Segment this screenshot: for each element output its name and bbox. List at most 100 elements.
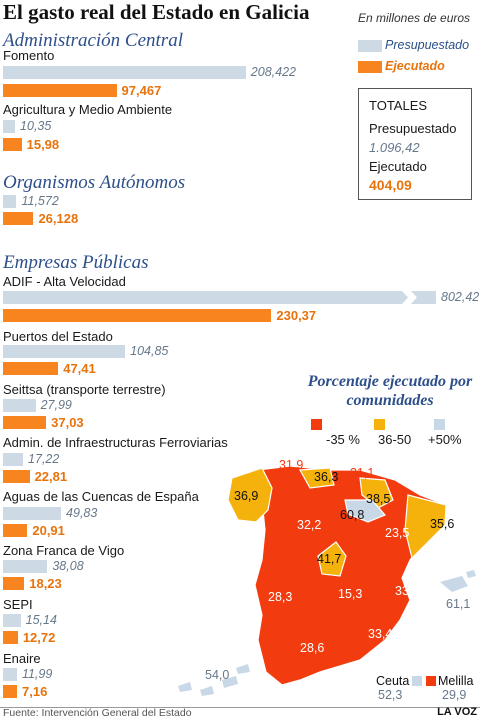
- bar-label: Seittsa (transporte terrestre): [3, 382, 166, 397]
- map-value-catalu-a: 35,6: [430, 517, 455, 531]
- map-region-madrid: [317, 541, 347, 577]
- map-region-cantabria: [299, 467, 335, 489]
- totals-ejec-value: 404,09: [369, 177, 412, 193]
- bar-ejecutado: [3, 470, 30, 483]
- legend-label-presupuestado: Presupuestado: [385, 38, 470, 52]
- bar-presupuestado: [3, 507, 62, 520]
- value-presupuestado: 17,22: [28, 452, 60, 466]
- map-region-canarias-3: [222, 676, 238, 688]
- bar-label: Enaire: [3, 651, 41, 666]
- value-presupuestado: 11,99: [21, 667, 53, 681]
- bar-label: Puertos del Estado: [3, 329, 113, 344]
- melilla-swatch: [426, 676, 436, 686]
- map-legend-swatch-red: [311, 419, 322, 430]
- value-ejecutado: 7,16: [22, 684, 48, 699]
- value-ejecutado: 12,72: [22, 630, 56, 645]
- legend-swatch-ejecutado: [358, 61, 382, 73]
- value-ejecutado: 47,41: [63, 361, 96, 376]
- value-presupuestado: 104,85: [130, 344, 169, 358]
- bar-label: Fomento: [3, 48, 55, 63]
- bar-presupuestado-tail: [411, 291, 436, 304]
- value-ejecutado: 22,81: [34, 469, 68, 484]
- value-presupuestado: 208,422: [250, 65, 296, 79]
- section-title: Empresas Públicas: [3, 252, 149, 273]
- value-ejecutado: 18,23: [29, 576, 62, 591]
- spain-map: [178, 465, 476, 696]
- map-value-canarias: 54,0: [205, 668, 230, 682]
- value-presupuestado: 802,42: [441, 290, 480, 304]
- map-value-melilla: Melilla 29,9: [438, 674, 473, 702]
- brand-logo: LA VOZ: [437, 706, 477, 718]
- bar-ejecutado: [3, 309, 272, 322]
- bar-presupuestado: [3, 668, 17, 681]
- map-value-extremadura: 28,3: [268, 590, 293, 604]
- ceuta-name: Ceuta: [376, 674, 410, 688]
- ceuta-swatch: [412, 676, 422, 686]
- bar-presupuestado: [3, 345, 126, 358]
- units-note: En millones de euros: [358, 11, 471, 25]
- map-region-rioja: [344, 499, 386, 523]
- bar-presupuestado: [3, 291, 408, 304]
- value-ejecutado: 26,128: [38, 211, 79, 226]
- totals-pres-value: 1.096,42: [369, 140, 420, 155]
- bar-ejecutado: [3, 577, 25, 590]
- section-title: Administración Central: [3, 30, 183, 51]
- map-value-murcia: 33,4: [368, 627, 393, 641]
- bar-label: Agricultura y Medio Ambiente: [3, 102, 173, 117]
- bar-label: Aguas de las Cuencas de España: [3, 489, 199, 504]
- map-value-pa-s-vasco: 31,1: [350, 466, 375, 480]
- map-value-comunidad-valenciana: 33,4: [395, 584, 420, 598]
- melilla-name: Melilla: [438, 674, 474, 688]
- map-value-la-rioja: 60,8: [340, 508, 365, 522]
- bar-ejecutado: [3, 212, 34, 225]
- totals-ejec-label: Ejecutado: [369, 159, 427, 174]
- totals-heading: TOTALES: [369, 98, 428, 113]
- map-value-galicia: 36,9: [234, 489, 259, 503]
- value-presupuestado: 10,35: [20, 119, 52, 133]
- map-legend-yellow: 36-50: [378, 432, 412, 447]
- value-presupuestado: 38,08: [52, 559, 84, 573]
- bar-label: Zona Franca de Vigo: [3, 543, 125, 558]
- bar-presupuestado: [3, 66, 246, 79]
- section-title: Organismos Autónomos: [3, 172, 186, 193]
- map-region-canarias-4: [236, 664, 250, 674]
- bar-presupuestado: [3, 560, 48, 573]
- map-region-galicia: [227, 467, 273, 523]
- map-region-baleares: [440, 576, 468, 592]
- footer-divider: [0, 707, 480, 708]
- map-region-canarias-2: [200, 686, 214, 696]
- chart-title: El gasto real del Estado en Galicia: [3, 0, 310, 24]
- legend-swatch-presupuestado: [358, 40, 382, 52]
- totals-pres-label: Presupuestado: [369, 121, 457, 136]
- value-presupuestado: 11,572: [21, 194, 59, 208]
- value-ejecutado: 230,37: [276, 308, 317, 323]
- legend-label-ejecutado: Ejecutado: [385, 59, 445, 73]
- map-value-baleares: 61,1: [446, 597, 471, 611]
- map-value-asturias: 31,9: [279, 458, 304, 472]
- bar-presupuestado: [3, 453, 24, 466]
- bar-label: ADIF - Alta Velocidad: [3, 274, 126, 289]
- bar-label: SEPI: [3, 597, 33, 612]
- bar-presupuestado: [3, 614, 21, 627]
- value-ejecutado: 20,91: [32, 523, 65, 538]
- bar-ejecutado: [3, 685, 17, 698]
- map-legend-red: -35 %: [326, 432, 360, 447]
- map-value-ceuta: Ceuta 52,3: [376, 674, 409, 702]
- map-region-baleares-2: [466, 570, 476, 578]
- bar-ejecutado: [3, 524, 28, 537]
- map-legend-swatch-yellow: [374, 419, 385, 430]
- value-ejecutado: 37,03: [51, 415, 84, 430]
- bar-ejecutado: [3, 416, 47, 429]
- ceuta-value: 52,3: [378, 688, 403, 702]
- map-legend-light: +50%: [428, 432, 462, 447]
- value-presupuestado: 49,83: [66, 506, 98, 520]
- source-note: Fuente: Intervención General del Estado: [3, 707, 192, 719]
- value-presupuestado: 27,99: [40, 398, 72, 412]
- bar-presupuestado: [3, 120, 16, 133]
- map-region-canarias-1: [178, 682, 192, 692]
- value-ejecutado: 97,467: [121, 83, 162, 98]
- map-value-cantabria: 36,3: [314, 470, 339, 484]
- map-legend-swatch-light: [434, 419, 445, 430]
- value-ejecutado: 15,98: [26, 137, 60, 152]
- map-value-arag-n: 23,5: [385, 526, 410, 540]
